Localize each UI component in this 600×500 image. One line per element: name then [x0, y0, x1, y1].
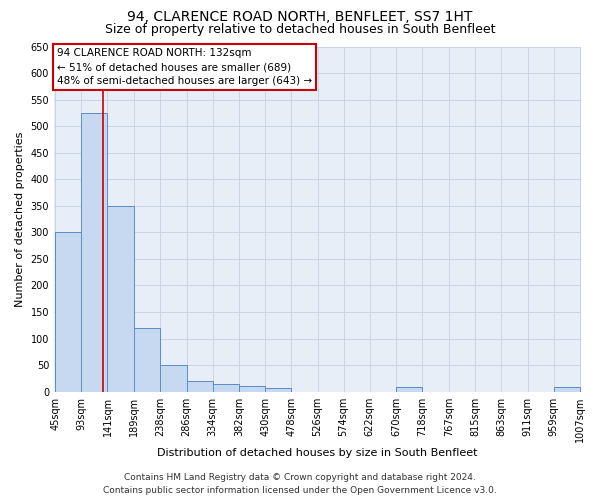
Bar — [107, 206, 134, 392]
Bar — [265, 388, 292, 392]
Text: Contains HM Land Registry data © Crown copyright and database right 2024.
Contai: Contains HM Land Registry data © Crown c… — [103, 474, 497, 495]
Bar — [82, 113, 107, 392]
Y-axis label: Number of detached properties: Number of detached properties — [15, 132, 25, 307]
Bar — [239, 386, 265, 392]
Text: 94, CLARENCE ROAD NORTH, BENFLEET, SS7 1HT: 94, CLARENCE ROAD NORTH, BENFLEET, SS7 1… — [127, 10, 473, 24]
X-axis label: Distribution of detached houses by size in South Benfleet: Distribution of detached houses by size … — [157, 448, 478, 458]
Text: 94 CLARENCE ROAD NORTH: 132sqm
← 51% of detached houses are smaller (689)
48% of: 94 CLARENCE ROAD NORTH: 132sqm ← 51% of … — [56, 48, 312, 86]
Bar — [187, 381, 213, 392]
Bar — [554, 388, 580, 392]
Bar — [396, 388, 422, 392]
Bar — [55, 232, 82, 392]
Bar — [160, 365, 187, 392]
Text: Size of property relative to detached houses in South Benfleet: Size of property relative to detached ho… — [105, 22, 495, 36]
Bar — [134, 328, 160, 392]
Bar — [213, 384, 239, 392]
